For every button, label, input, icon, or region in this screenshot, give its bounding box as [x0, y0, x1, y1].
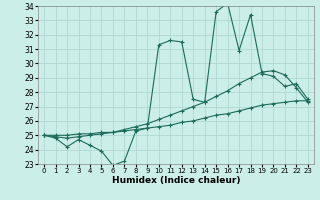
X-axis label: Humidex (Indice chaleur): Humidex (Indice chaleur) — [112, 176, 240, 185]
